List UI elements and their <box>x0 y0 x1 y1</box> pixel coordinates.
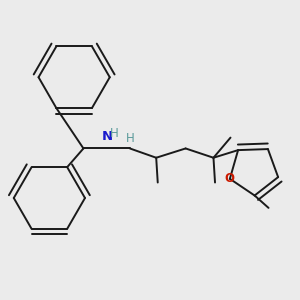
Text: N: N <box>102 130 113 143</box>
Text: H: H <box>126 132 135 145</box>
Text: O: O <box>225 172 235 185</box>
Text: H: H <box>110 127 118 140</box>
